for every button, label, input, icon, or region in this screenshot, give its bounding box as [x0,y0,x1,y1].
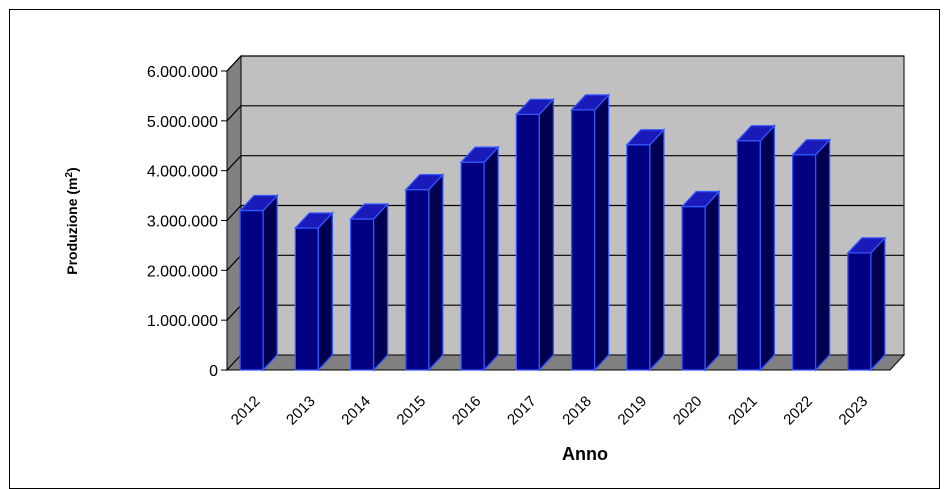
x-tick-label: 2022 [780,393,816,429]
floor [225,354,906,371]
bar [680,189,721,372]
y-tick-label: 3.000.000 [147,214,218,231]
x-tick-label: 2012 [228,393,264,429]
bar-side [870,236,886,372]
bar-top [735,125,776,142]
bar-chart: 0 1.000.000 2.000.000 3.000.000 4.000.000 5.0… [64,54,906,464]
bar-side [483,145,499,372]
bar-top [459,146,500,163]
bar-side [814,138,831,372]
bar-side [372,202,389,372]
x-tick-label: 2016 [449,393,485,429]
bar-top [238,194,279,212]
gridline [226,55,904,72]
bar-front [847,252,872,371]
y-axis-title: Produzione (m2) [64,167,80,274]
gridline [226,105,904,122]
bar-front [570,109,596,371]
bar-top [404,173,445,191]
gridline [226,155,904,172]
y-tick-label: 1.000.000 [147,313,218,330]
bar-front [626,144,651,371]
bar-front [515,113,541,371]
bar-front [405,188,430,371]
x-axis-title: Anno [562,444,608,464]
bar [625,128,666,372]
bar-side [428,172,444,372]
bar-side [759,124,776,372]
y-tick-label: 0 [209,363,218,380]
bar-side [649,128,665,372]
bar-front [681,205,706,371]
y-tick-label: 6.000.000 [147,64,218,81]
x-tick-label: 2023 [836,393,872,429]
bar-front [349,218,375,371]
bar [349,202,390,372]
bar-side [262,193,278,372]
bar-front [294,227,320,371]
bar-top [791,139,832,156]
bar-top [293,212,334,229]
bar [459,145,500,372]
x-tick-label: 2017 [504,393,540,429]
x-tick-label: 2015 [394,393,430,429]
bar [404,172,445,372]
bar-side [538,97,555,372]
x-tick-label: 2018 [559,393,595,429]
x-tick-label: 2020 [670,393,706,429]
bar-top [680,190,721,208]
bars [238,93,887,372]
bar-side [317,211,334,372]
y-tick-labels: 0 1.000.000 2.000.000 3.000.000 4.000.000 5.0… [147,64,218,380]
bar [570,93,611,372]
bar-front [239,209,264,371]
bar [514,97,555,372]
bar [238,193,279,372]
x-tick-labels: 2012 2013 2014 2015 2016 2017 2018 2019 2020 2021… [228,393,871,429]
bar [791,138,832,372]
bar-top [349,203,390,220]
bar-top [514,98,555,116]
bar-front [460,161,485,371]
x-tick-label: 2019 [615,393,651,429]
bar-front [791,154,817,371]
bar [735,124,776,372]
bar-side [593,93,610,372]
x-tick-label: 2021 [725,393,761,429]
bar-top [846,237,887,254]
bar [846,236,887,372]
bar-top [625,129,666,146]
x-tick-label: 2013 [283,393,319,429]
y-tick-label: 2.000.000 [147,263,218,280]
bar-side [704,189,720,372]
bar-top [570,94,611,111]
y-tick-label: 5.000.000 [147,114,218,131]
bar [293,211,334,372]
chart-frame: 0 1.000.000 2.000.000 3.000.000 4.000.000 5.0… [9,9,940,489]
bar-front [736,140,762,371]
y-tick-label: 4.000.000 [147,164,218,181]
x-tick-label: 2014 [338,393,374,429]
